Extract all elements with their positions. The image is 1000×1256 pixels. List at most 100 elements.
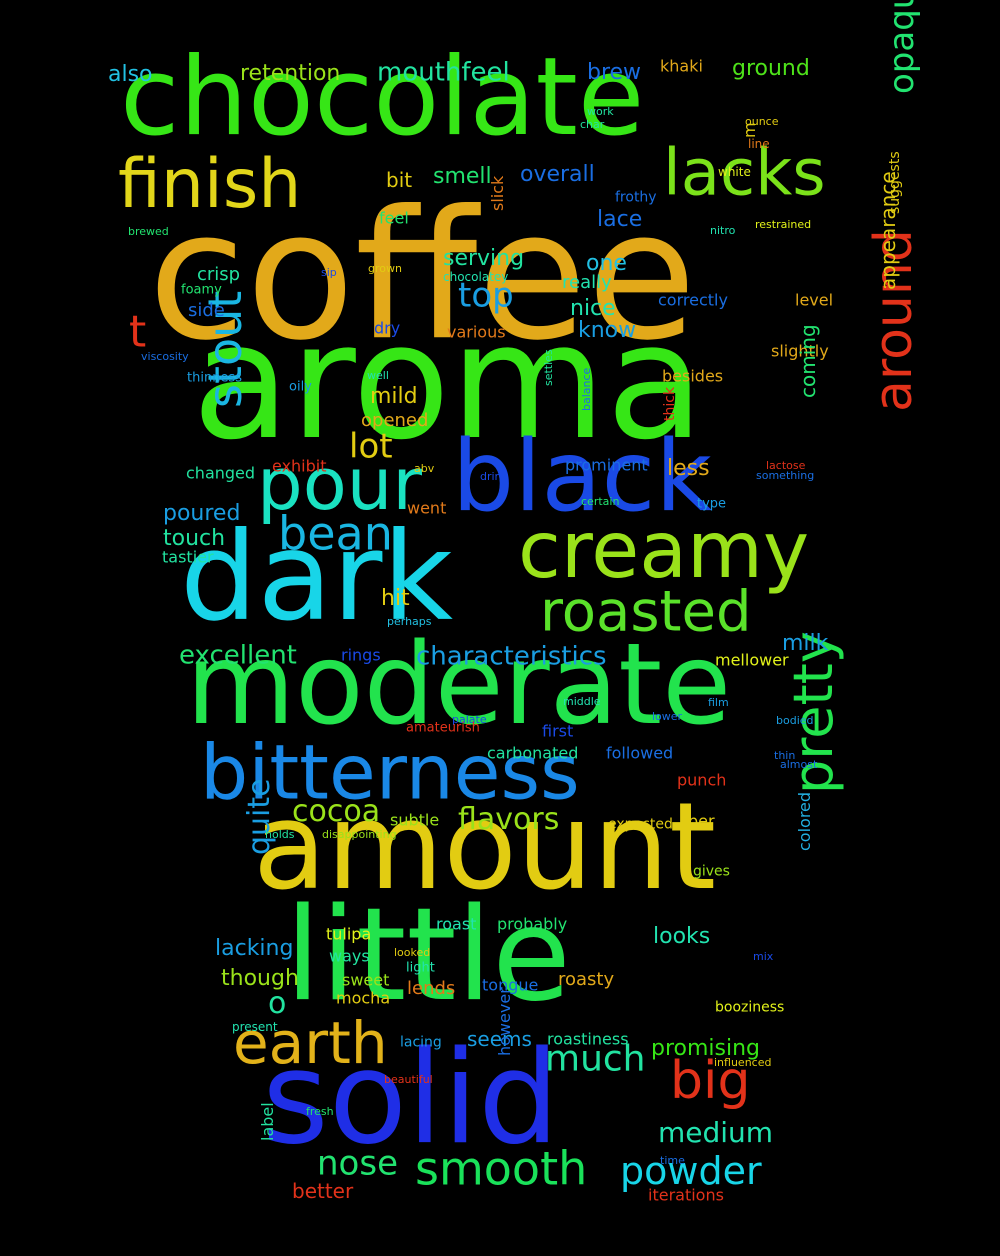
word-thinness: thinness xyxy=(187,370,242,386)
word-opaque: opaque xyxy=(882,0,922,94)
word-characteristics: characteristics xyxy=(416,641,607,672)
word-crisp: crisp xyxy=(197,264,241,286)
word-changed: changed xyxy=(186,463,256,483)
word-nitro: nitro xyxy=(710,223,736,237)
word-present: present xyxy=(232,1019,278,1034)
word-know: know xyxy=(578,317,637,343)
word-smell: smell xyxy=(433,163,492,189)
word-lends: lends xyxy=(407,978,456,1000)
word-level: level xyxy=(795,290,834,310)
word-smooth: smooth xyxy=(415,1141,588,1196)
word-followed: followed xyxy=(606,743,674,763)
word-per: per xyxy=(688,811,715,831)
word-lace: lace xyxy=(597,206,643,232)
word-feel: feel xyxy=(379,208,409,228)
word-though: though xyxy=(221,965,299,991)
word-time: time xyxy=(660,1153,685,1167)
word-lacing: lacing xyxy=(400,1034,442,1051)
word-finish: finish xyxy=(118,145,302,225)
word-influenced: influenced xyxy=(714,1055,772,1069)
word-excellent: excellent xyxy=(179,640,297,671)
word-also: also xyxy=(108,61,153,87)
word-lower: lower xyxy=(652,709,683,723)
word-thick: thick xyxy=(662,386,678,421)
word-opened: opened xyxy=(361,410,429,432)
word-abv: abv xyxy=(414,461,435,475)
word-beautiful: beautiful xyxy=(384,1072,433,1086)
word-prominent: prominent xyxy=(565,455,648,475)
word-really: really xyxy=(562,272,612,294)
word-expected: expected xyxy=(608,816,673,833)
word-middle: middle xyxy=(563,694,601,708)
word-powder: powder xyxy=(620,1149,762,1194)
word-white: white xyxy=(718,164,751,179)
word-mocha: mocha xyxy=(336,988,391,1008)
word-booziness: booziness xyxy=(715,999,785,1016)
word-cocoa: cocoa xyxy=(292,794,381,829)
word-coming: coming xyxy=(796,324,820,398)
word-colored: colored xyxy=(795,791,814,851)
word-carbonated: carbonated xyxy=(487,743,579,763)
word-gives: gives xyxy=(693,863,730,880)
word-tongue: tongue xyxy=(482,975,539,995)
word-nose: nose xyxy=(317,1143,398,1184)
word-creamy: creamy xyxy=(518,506,810,597)
word-overall: overall xyxy=(520,161,595,187)
word-t: t xyxy=(129,306,147,358)
word-khaki: khaki xyxy=(660,56,703,76)
word-thin: thin xyxy=(774,748,796,762)
word-line: line xyxy=(748,136,770,151)
word-iterations: iterations xyxy=(648,1185,724,1205)
word-probably: probably xyxy=(497,914,568,934)
word-little: little xyxy=(285,881,571,1031)
word-almost: almost xyxy=(780,757,818,771)
word-bit: bit xyxy=(386,168,413,192)
word-ways: ways xyxy=(329,946,370,966)
word-work: work xyxy=(587,104,614,118)
word-mild: mild xyxy=(370,383,418,409)
word-amount: amount xyxy=(253,778,717,917)
word-chocolatey: chocolatey xyxy=(443,269,509,284)
word-tastier: tastier xyxy=(162,547,214,567)
word-aroma: aroma xyxy=(192,288,705,475)
word-solid: solid xyxy=(262,1024,560,1174)
word-brew: brew xyxy=(587,59,642,85)
word-lot: lot xyxy=(349,426,393,467)
word-earth: earth xyxy=(233,1009,388,1078)
word-top: top xyxy=(458,275,514,316)
word-big: big xyxy=(670,1050,751,1111)
word-pour: pour xyxy=(257,441,422,526)
word-chocolate: chocolate xyxy=(120,35,645,161)
word-amateurish: amateurish xyxy=(406,720,480,736)
word-moderate: moderate xyxy=(186,619,732,750)
word-looks: looks xyxy=(653,923,711,949)
word-oily: oily xyxy=(289,379,312,395)
word-disappointing: disappointing xyxy=(322,827,397,841)
word-side: side xyxy=(188,300,225,322)
word-hit: hit xyxy=(381,585,410,611)
word-film: film xyxy=(708,695,729,709)
word-went: went xyxy=(407,498,447,518)
word-slick: slick xyxy=(488,175,507,211)
word-frothy: frothy xyxy=(615,189,657,206)
word-lacking: lacking xyxy=(215,935,294,961)
word-light: light xyxy=(406,960,435,976)
word-better: better xyxy=(292,1179,354,1203)
word-suggests: suggests xyxy=(887,151,903,214)
word-one: one xyxy=(586,250,627,276)
word-seems: seems xyxy=(467,1027,532,1051)
word-black: black xyxy=(452,420,713,535)
word-roastiness: roastiness xyxy=(547,1029,629,1049)
word-bean: bean xyxy=(278,506,393,561)
word-ounce: ounce xyxy=(745,114,779,128)
word-subtle: subtle xyxy=(390,810,440,830)
word-poured: poured xyxy=(163,500,241,526)
word-brewed: brewed xyxy=(128,224,169,238)
word-exhibit: exhibit xyxy=(272,456,327,476)
word-first: first xyxy=(542,721,574,741)
word-touch: touch xyxy=(163,525,226,551)
word-something: something xyxy=(756,468,815,482)
word-dark: dark xyxy=(180,505,454,648)
word-flavors: flavors xyxy=(458,802,560,837)
word-mouthfeel: mouthfeel xyxy=(377,57,510,88)
